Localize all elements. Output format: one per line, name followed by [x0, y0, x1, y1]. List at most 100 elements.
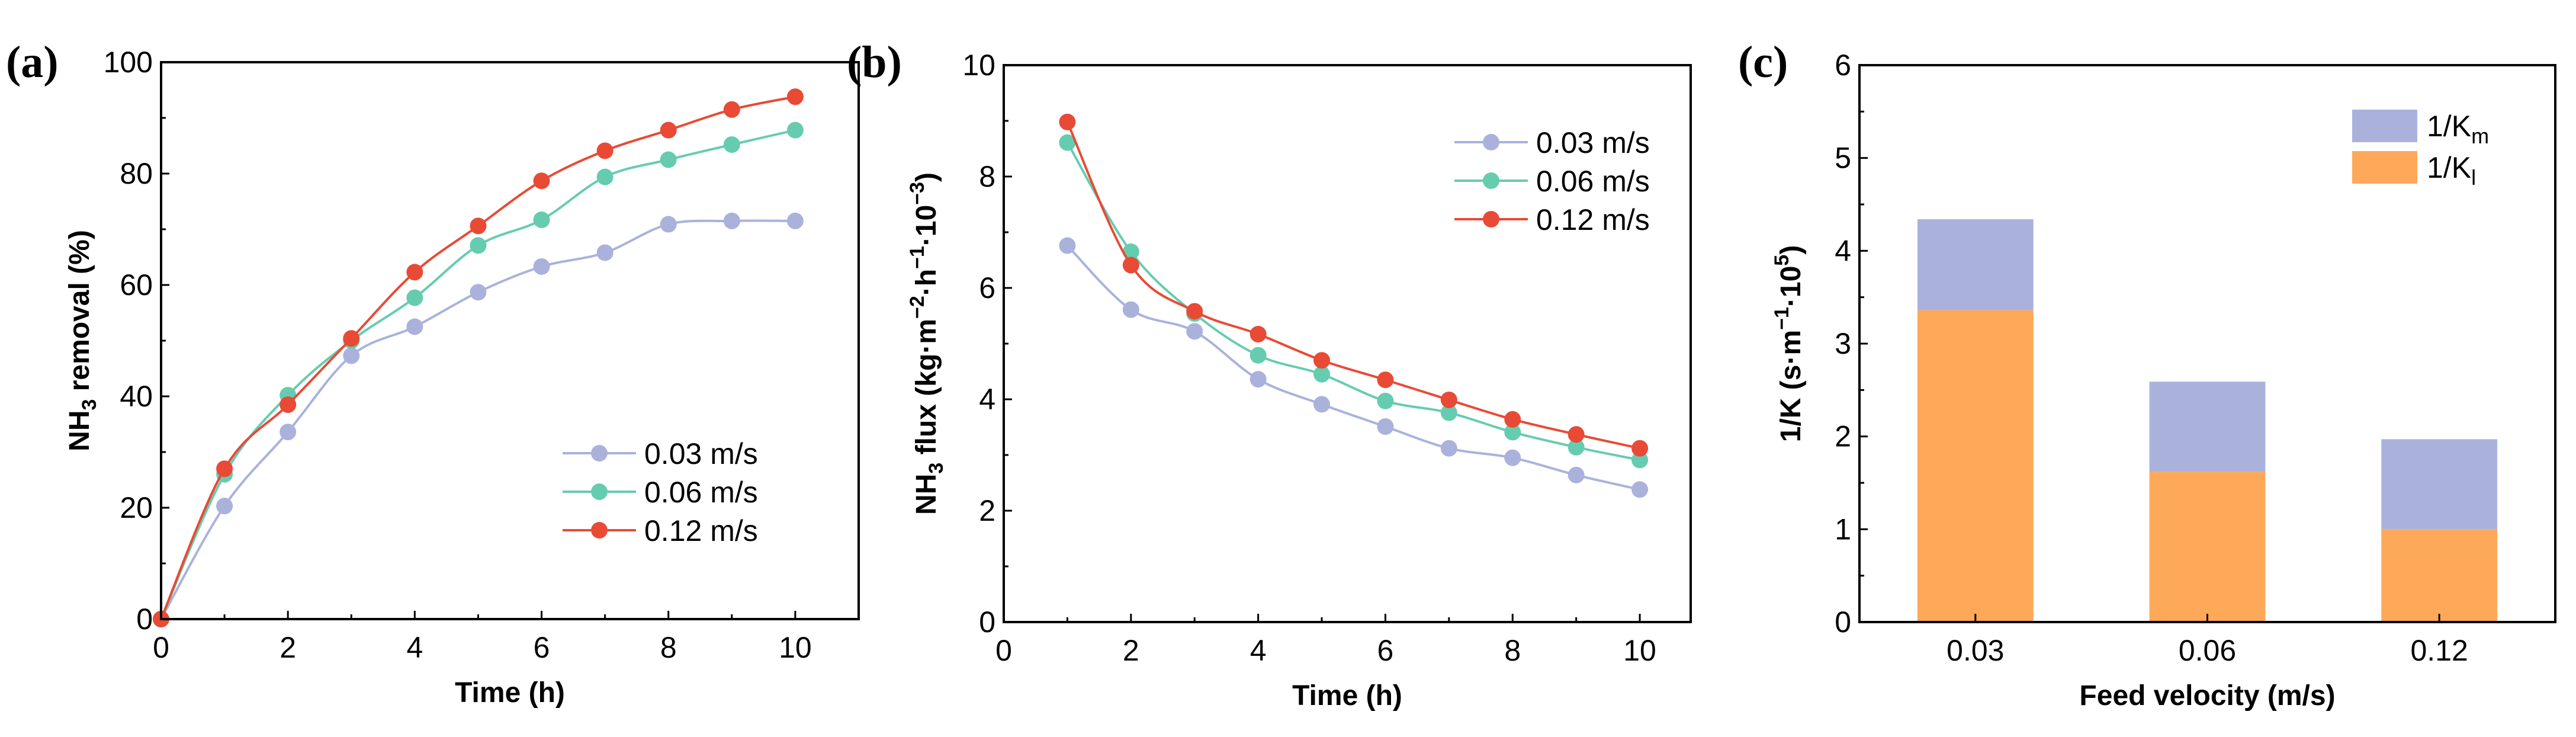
legend-marker	[1483, 211, 1499, 227]
y-axis-label-part: −1	[906, 246, 929, 269]
bar-km	[2149, 382, 2266, 472]
data-point	[343, 330, 360, 347]
legend-label: 0.12 m/s	[644, 514, 758, 547]
y-tick-label: 0	[136, 603, 153, 636]
series-006	[153, 121, 804, 627]
data-point	[786, 88, 804, 105]
legend-label: 0.03 m/s	[1536, 126, 1650, 159]
data-point	[1059, 134, 1076, 151]
y-axis-label-part: removal (%)	[64, 230, 95, 399]
y-axis-label-part: ·10	[1775, 266, 1807, 307]
data-point	[1440, 391, 1457, 408]
series-012	[1059, 113, 1649, 457]
data-point	[1377, 371, 1394, 389]
series-line	[160, 219, 795, 620]
series-line	[1066, 142, 1640, 462]
x-tick-label: 0.03	[1947, 634, 2004, 667]
data-point	[1122, 243, 1139, 260]
data-point	[660, 151, 677, 168]
data-point	[660, 216, 677, 233]
y-tick-label: 0	[979, 605, 995, 639]
data-point	[1631, 481, 1649, 498]
data-point	[1250, 347, 1267, 364]
y-tick-label: 20	[120, 491, 153, 524]
legend-label-main: 1/K	[2427, 151, 2471, 184]
data-point	[1059, 237, 1076, 254]
y-axis-label-part: ·10	[911, 205, 942, 246]
y-tick-label: 6	[979, 271, 995, 305]
panel-label: (a)	[6, 37, 59, 87]
y-tick-label: 4	[979, 383, 995, 416]
data-point	[1313, 352, 1331, 369]
data-point	[1504, 424, 1521, 441]
series-003	[1059, 237, 1649, 498]
bar-kl	[2149, 472, 2266, 622]
data-point	[1377, 418, 1394, 435]
legend-marker	[1483, 134, 1499, 150]
legend-swatch	[2352, 110, 2417, 142]
x-tick-label: 10	[1623, 634, 1656, 667]
legend-label: 1/Kl	[2427, 151, 2476, 190]
x-tick-label: 4	[406, 631, 423, 664]
data-point	[786, 121, 804, 139]
data-point	[1504, 449, 1521, 466]
series-003	[153, 212, 804, 627]
y-tick-label: 2	[979, 494, 995, 527]
data-point	[406, 289, 423, 306]
legend-label-sub: m	[2471, 124, 2489, 148]
x-tick-label: 0	[995, 634, 1012, 667]
y-axis-label-part: 3	[925, 463, 947, 474]
y-tick-label: 4	[1835, 234, 1851, 267]
data-point	[470, 237, 487, 254]
x-tick-label: 8	[660, 631, 677, 664]
data-point	[596, 142, 614, 159]
data-point	[723, 212, 740, 229]
y-axis-label-part: 5	[1771, 255, 1793, 266]
data-point	[533, 172, 550, 190]
data-point	[533, 258, 550, 275]
data-point	[470, 284, 487, 301]
x-axis-label: Time (h)	[455, 677, 565, 709]
legend-swatch	[2352, 151, 2417, 184]
data-point	[723, 101, 740, 118]
data-point	[660, 121, 677, 139]
plot-frame	[1858, 64, 2556, 623]
data-point	[1059, 113, 1076, 130]
legend-label: 0.06 m/s	[644, 476, 758, 509]
x-tick-label: 10	[779, 631, 812, 664]
y-axis-label-part: −3	[906, 182, 929, 205]
y-axis-label: NH3 removal (%)	[64, 230, 101, 451]
data-point	[533, 212, 550, 229]
data-point	[723, 136, 740, 153]
x-tick-label: 4	[1250, 634, 1267, 667]
y-axis-label-part: flux (kg·m	[911, 319, 942, 463]
y-axis-label-part: )	[1775, 245, 1807, 255]
data-point	[216, 460, 233, 478]
data-point	[1377, 392, 1394, 409]
y-tick-label: 0	[1835, 605, 1851, 639]
legend-label-sub: l	[2471, 165, 2476, 190]
y-tick-label: 6	[1835, 49, 1851, 82]
y-tick-label: 10	[962, 49, 995, 82]
legend: 0.03 m/s 0.06 m/s 0.12 m/s	[1454, 126, 1650, 236]
data-point	[470, 217, 487, 235]
y-tick-label: 5	[1835, 142, 1851, 175]
data-point	[343, 347, 360, 364]
legend-marker	[591, 483, 608, 500]
legend-label: 1/Km	[2427, 110, 2489, 148]
data-point	[596, 168, 614, 185]
x-tick-label: 2	[280, 631, 296, 664]
x-tick-label: 0	[153, 631, 169, 664]
y-axis-label-part: ·h	[911, 269, 942, 296]
y-tick-label: 2	[1835, 420, 1851, 453]
y-axis-label-part: NH	[911, 474, 942, 515]
bar-km	[1917, 219, 2034, 310]
data-point	[1250, 326, 1267, 343]
x-tick-label: 6	[534, 631, 550, 664]
y-axis-label: 1/K (s·m−1·105)	[1771, 245, 1807, 442]
legend-label: 0.12 m/s	[1536, 203, 1650, 236]
data-point	[1313, 366, 1331, 383]
data-point	[280, 424, 297, 441]
